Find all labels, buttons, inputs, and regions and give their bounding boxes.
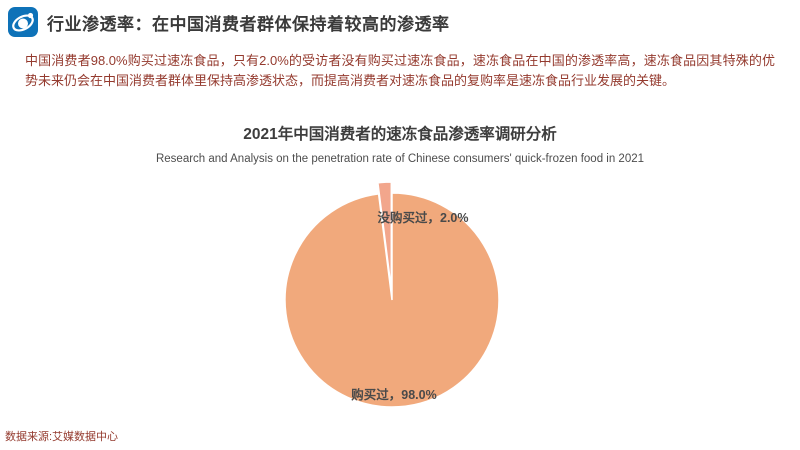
pie-chart-area: 没购买过，2.0% 购买过，98.0% <box>0 179 800 419</box>
pie-slice-购买过 <box>284 192 500 408</box>
page-title: 行业渗透率：在中国消费者群体保持着较高的渗透率 <box>47 14 450 34</box>
summary-paragraph: 中国消费者98.0%购买过速冻食品，只有2.0%的受访者没有购买过速冻食品，速冻… <box>25 53 775 88</box>
pie-chart: 没购买过，2.0% 购买过，98.0% <box>284 181 500 408</box>
pie-label-purchased: 购买过，98.0% <box>351 387 436 402</box>
report-header: 行业渗透率：在中国消费者群体保持着较高的渗透率 <box>0 0 800 37</box>
pie-slice-没购买过 <box>377 181 393 290</box>
chart-title-cn: 2021年中国消费者的速冻食品渗透率调研分析 <box>243 126 557 143</box>
chart-title-en: Research and Analysis on the penetration… <box>155 153 645 165</box>
pie-label-not-purchased: 没购买过，2.0% <box>378 210 469 225</box>
iimedia-logo-icon <box>8 7 38 37</box>
data-source-note: 数据来源:艾媒数据中心 <box>5 431 119 443</box>
pie-slices <box>284 181 500 408</box>
